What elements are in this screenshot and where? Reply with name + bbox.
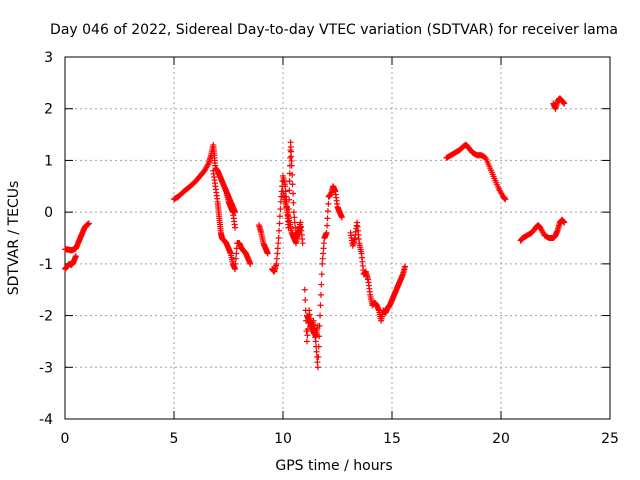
data-point — [315, 353, 322, 360]
data-point — [286, 178, 293, 185]
data-point — [313, 348, 320, 355]
data-point — [286, 187, 293, 194]
grid-lines — [65, 57, 610, 419]
data-point — [402, 263, 409, 270]
data-point — [288, 162, 295, 169]
y-axis-label: SDTVAR / TECUs — [6, 181, 22, 296]
data-points — [62, 95, 568, 371]
x-tick-labels: 0 5 10 15 20 25 — [61, 431, 619, 447]
y-tick-label: 2 — [44, 102, 53, 118]
data-point — [264, 250, 271, 257]
data-point — [561, 219, 568, 226]
data-point — [319, 255, 326, 262]
data-point — [290, 190, 297, 197]
y-tick-label: 3 — [44, 50, 53, 66]
data-point — [275, 240, 282, 247]
chart-title: Day 046 of 2022, Sidereal Day-to-day VTE… — [50, 22, 618, 38]
data-point — [338, 214, 345, 221]
data-point — [289, 181, 296, 188]
y-tick-label: 1 — [44, 153, 53, 169]
data-point — [275, 235, 282, 241]
data-point — [324, 222, 331, 229]
data-point — [561, 100, 568, 107]
data-point — [323, 229, 330, 236]
data-point — [317, 302, 324, 309]
data-point — [274, 250, 281, 257]
data-point — [303, 338, 310, 345]
data-point — [247, 260, 254, 267]
data-point — [314, 322, 321, 329]
data-point — [314, 359, 321, 366]
y-tick-labels: -4 -3 -2 -1 0 1 2 3 — [39, 50, 53, 428]
data-point — [297, 224, 304, 231]
data-point — [318, 271, 325, 278]
data-point — [282, 183, 289, 190]
data-point — [232, 224, 239, 231]
data-point — [276, 220, 283, 227]
data-point — [233, 250, 240, 257]
x-tick-label: 0 — [61, 431, 70, 447]
axis-ticks — [64, 56, 611, 420]
data-point — [85, 220, 92, 227]
data-point — [289, 171, 296, 178]
x-axis-label: GPS time / hours — [275, 458, 392, 474]
data-point — [291, 219, 298, 226]
data-point — [277, 206, 284, 213]
data-point — [291, 214, 298, 221]
x-tick-label: 20 — [492, 431, 510, 447]
data-point — [273, 255, 280, 262]
data-point — [72, 253, 79, 260]
data-point — [304, 332, 311, 339]
data-point — [312, 338, 319, 345]
data-point — [317, 312, 324, 319]
data-point — [302, 297, 309, 304]
data-point — [301, 286, 308, 293]
data-point — [232, 260, 239, 267]
data-point — [299, 240, 306, 247]
data-point — [320, 245, 327, 252]
data-point — [292, 224, 299, 231]
x-tick-label: 10 — [274, 431, 292, 447]
data-point — [290, 209, 297, 216]
y-tick-label: -2 — [39, 309, 53, 325]
x-tick-label: 15 — [383, 431, 401, 447]
y-tick-label: -4 — [39, 412, 53, 428]
data-point — [324, 215, 331, 222]
data-point — [324, 208, 331, 215]
data-point — [319, 260, 326, 267]
data-point — [318, 281, 325, 288]
y-tick-label: -3 — [39, 360, 53, 376]
data-point — [290, 199, 297, 206]
data-point — [274, 245, 281, 252]
data-point — [276, 213, 283, 220]
data-point — [502, 196, 509, 203]
x-tick-label: 25 — [601, 431, 619, 447]
data-point — [320, 240, 327, 247]
data-point — [320, 250, 327, 257]
data-point — [317, 291, 324, 298]
data-point — [315, 343, 322, 350]
data-point — [314, 364, 321, 371]
data-point — [325, 200, 332, 207]
plot-frame — [64, 56, 611, 420]
data-point — [232, 266, 239, 273]
data-point — [276, 227, 283, 234]
y-tick-label: 0 — [44, 205, 53, 221]
y-tick-label: -1 — [39, 257, 53, 273]
data-point — [232, 255, 239, 262]
x-tick-label: 5 — [170, 431, 179, 447]
data-point — [273, 260, 280, 267]
